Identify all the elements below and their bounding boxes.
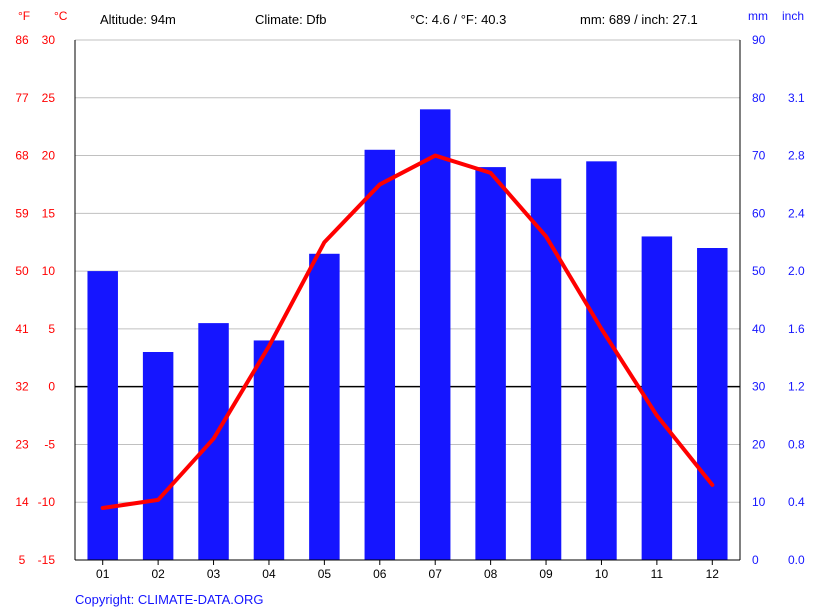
c-tick: -15 [38, 553, 56, 567]
mm-tick: 50 [752, 264, 766, 278]
precip-bar [697, 248, 727, 560]
inch-tick: 0.0 [788, 553, 805, 567]
inch-tick: 0.4 [788, 495, 805, 509]
climate-label: Climate: Dfb [255, 12, 327, 27]
mm-tick: 40 [752, 322, 766, 336]
month-label: 07 [429, 567, 443, 581]
month-label: 04 [262, 567, 276, 581]
c-tick: -5 [44, 437, 55, 451]
mm-tick: 60 [752, 206, 766, 220]
copyright-label: Copyright: CLIMATE-DATA.ORG [75, 592, 264, 607]
precip-bar [87, 271, 117, 560]
altitude-label: Altitude: 94m [100, 12, 176, 27]
c-tick: 0 [48, 380, 55, 394]
f-tick: 59 [15, 206, 29, 220]
f-tick: 86 [15, 33, 29, 47]
precip-bar [254, 340, 284, 560]
mm-tick: 20 [752, 437, 766, 451]
c-tick: 10 [42, 264, 56, 278]
precip-bar [143, 352, 173, 560]
precip-bar [309, 254, 339, 560]
month-label: 02 [151, 567, 165, 581]
f-tick: 68 [15, 149, 29, 163]
c-tick: -10 [38, 495, 56, 509]
month-label: 11 [651, 567, 664, 581]
month-label: 08 [484, 567, 498, 581]
c-header: °C [54, 9, 68, 23]
c-tick: 20 [42, 149, 56, 163]
inch-tick: 2.4 [788, 206, 805, 220]
precip-bar [365, 150, 395, 560]
inch-header: inch [782, 9, 804, 23]
inch-tick: 0.8 [788, 437, 805, 451]
month-label: 10 [595, 567, 609, 581]
temp-line [103, 156, 713, 508]
mm-tick: 80 [752, 91, 766, 105]
f-tick: 23 [15, 437, 29, 451]
f-tick: 77 [15, 91, 29, 105]
inch-tick: 1.6 [788, 322, 805, 336]
inch-tick: 1.2 [788, 380, 805, 394]
precip-bar [475, 167, 505, 560]
mm-tick: 90 [752, 33, 766, 47]
month-label: 06 [373, 567, 387, 581]
month-label: 09 [539, 567, 553, 581]
f-tick: 5 [19, 553, 26, 567]
precip-summary-label: mm: 689 / inch: 27.1 [580, 12, 698, 27]
mm-tick: 10 [752, 495, 766, 509]
mm-tick: 0 [752, 553, 759, 567]
mm-tick: 70 [752, 149, 766, 163]
f-header: °F [18, 9, 30, 23]
inch-tick: 2.0 [788, 264, 805, 278]
precip-bar [420, 109, 450, 560]
c-tick: 5 [48, 322, 55, 336]
climate-chart: Altitude: 94m Climate: Dfb °C: 4.6 / °F:… [0, 0, 815, 611]
c-tick: 15 [42, 206, 56, 220]
f-tick: 41 [15, 322, 29, 336]
month-label: 12 [706, 567, 720, 581]
f-tick: 14 [15, 495, 29, 509]
month-label: 05 [318, 567, 332, 581]
inch-tick: 2.8 [788, 149, 805, 163]
month-label: 01 [96, 567, 110, 581]
c-tick: 25 [42, 91, 56, 105]
temp-summary-label: °C: 4.6 / °F: 40.3 [410, 12, 506, 27]
chart-svg: °F°Cmminch-15-10-50510152025305142332415… [0, 0, 815, 611]
mm-header: mm [748, 9, 768, 23]
f-tick: 50 [15, 264, 29, 278]
inch-tick: 3.1 [788, 91, 805, 105]
c-tick: 30 [42, 33, 56, 47]
f-tick: 32 [15, 380, 29, 394]
precip-bar [586, 161, 616, 560]
month-label: 03 [207, 567, 221, 581]
mm-tick: 30 [752, 380, 766, 394]
